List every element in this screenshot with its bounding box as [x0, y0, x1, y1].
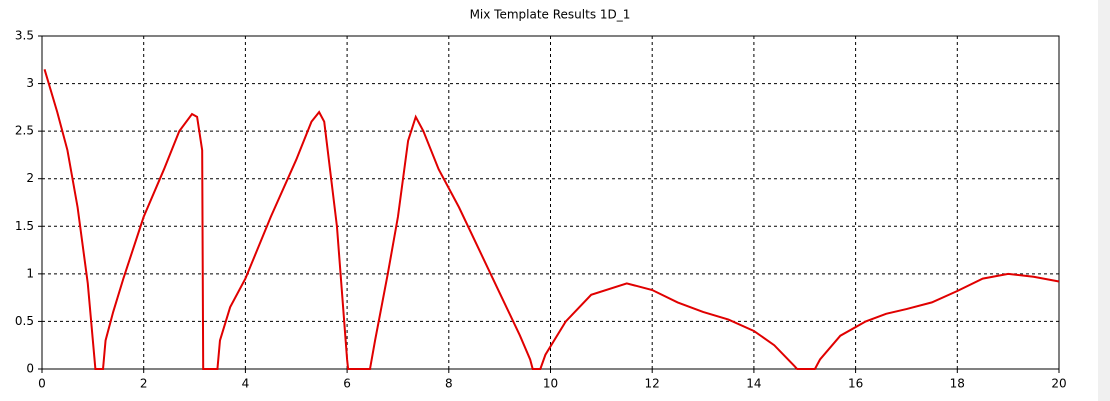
x-tick-label: 12: [645, 377, 660, 391]
x-tick-label: 2: [140, 377, 148, 391]
x-tick-label: 10: [543, 377, 558, 391]
x-tick-label: 0: [38, 377, 46, 391]
x-tick-label: 20: [1051, 377, 1066, 391]
y-tick-label: 3: [26, 76, 34, 90]
x-tick-label: 6: [343, 377, 351, 391]
x-tick-label: 4: [242, 377, 250, 391]
y-tick-label: 0.5: [15, 314, 34, 328]
x-tick-label: 16: [848, 377, 863, 391]
x-tick-label: 8: [445, 377, 453, 391]
line-series: [43, 69, 1060, 370]
x-tick-label: 14: [746, 377, 761, 391]
y-tick-label: 3.5: [15, 29, 34, 43]
x-tick-label: 18: [950, 377, 965, 391]
y-tick-label: 1: [26, 266, 34, 280]
y-tick-label: 2.5: [15, 124, 34, 138]
side-panel: [1098, 0, 1110, 401]
chart-title: Mix Template Results 1D_1: [470, 8, 631, 22]
y-tick-label: 2: [26, 171, 34, 185]
y-tick-label: 0: [26, 362, 34, 376]
y-tick-label: 1.5: [15, 219, 34, 233]
